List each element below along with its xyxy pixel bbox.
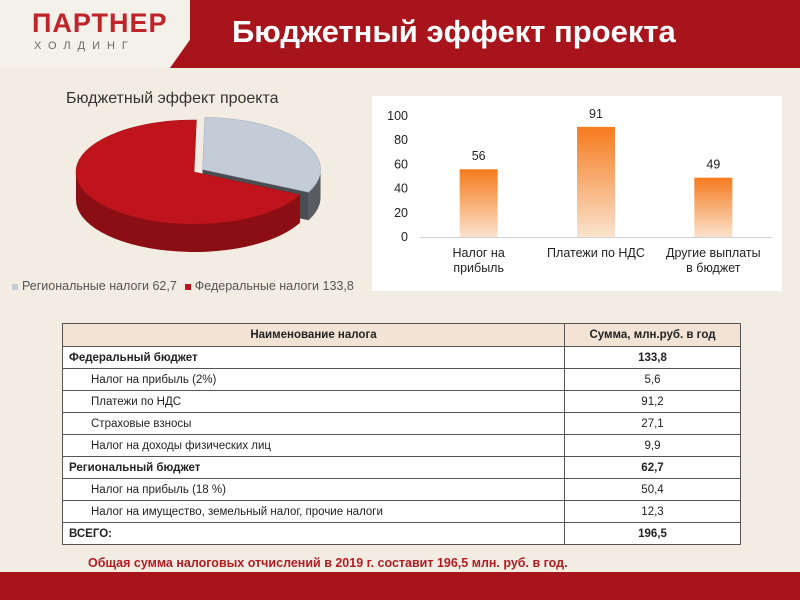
pie-slice-side	[76, 172, 301, 253]
logo-panel	[0, 0, 190, 68]
x-category-label: в бюджет	[686, 261, 741, 275]
x-category-label: Платежи по НДС	[547, 246, 645, 260]
bottom-band	[0, 572, 800, 600]
tax-name-cell: Региональный бюджет	[62, 456, 565, 479]
table-row: Налог на имущество, земельный налог, про…	[62, 500, 741, 523]
y-tick-label: 20	[394, 206, 408, 220]
tax-name-cell: Федеральный бюджет	[62, 346, 565, 369]
tax-name-cell: ВСЕГО:	[62, 522, 565, 545]
tax-amount-cell: 5,6	[564, 368, 741, 391]
table-row: ВСЕГО: 196,5	[62, 522, 741, 545]
pie-chart-title: Бюджетный эффект проекта	[66, 90, 279, 107]
tax-amount-cell: 12,3	[564, 500, 741, 523]
y-tick-label: 60	[394, 157, 408, 171]
logo-title: ПАРТНЕР	[32, 8, 168, 38]
tax-amount-cell: 133,8	[564, 346, 741, 369]
tax-amount-cell: 27,1	[564, 412, 741, 435]
legend-label: Федеральные налоги 133,8	[194, 279, 354, 293]
pie-slice	[75, 119, 301, 225]
table-row: Страховые взносы 27,1	[62, 412, 741, 435]
tax-table: Наименование налога Сумма, млн.руб. в го…	[62, 323, 741, 545]
table-row: Федеральный бюджет 133,8	[62, 346, 741, 369]
tax-name-cell: Налог на прибыль (18 %)	[62, 478, 565, 501]
x-category-label: Другие выплаты	[666, 246, 761, 260]
tax-name-cell: Налог на имущество, земельный налог, про…	[62, 500, 565, 523]
bar-value-label: 56	[472, 149, 486, 163]
tax-amount-cell: 196,5	[564, 522, 741, 545]
column-header-name: Наименование налога	[62, 323, 565, 347]
logo-subtitle: ХОЛДИНГ	[34, 40, 135, 52]
bar-value-label: 91	[589, 107, 603, 121]
column-header-amount: Сумма, млн.руб. в год	[564, 323, 741, 347]
x-category-label: прибыль	[453, 261, 504, 275]
tax-name-cell: Налог на прибыль (2%)	[62, 368, 565, 391]
y-tick-label: 0	[401, 230, 408, 244]
y-tick-label: 40	[394, 182, 408, 196]
footer-note: Общая сумма налоговых отчислений в 2019 …	[88, 556, 568, 570]
table-row: Региональный бюджет 62,7	[62, 456, 741, 479]
legend-item: Региональные налоги 62,7	[12, 279, 177, 293]
pie-legend: Региональные налоги 62,7 Федеральные нало…	[12, 279, 362, 293]
header: ПАРТНЕР ХОЛДИНГ Бюджетный эффект проекта	[0, 0, 800, 68]
company-logo: ПАРТНЕР ХОЛДИНГ	[28, 6, 168, 62]
tax-amount-cell: 50,4	[564, 478, 741, 501]
tax-amount-cell: 9,9	[564, 434, 741, 457]
y-tick-label: 100	[387, 109, 408, 123]
table-header-row: Наименование налога Сумма, млн.руб. в го…	[62, 323, 741, 347]
tax-amount-cell: 62,7	[564, 456, 741, 479]
tax-name-cell: Налог на доходы физических лиц	[62, 434, 565, 457]
table-row: Налог на доходы физических лиц 9,9	[62, 434, 741, 457]
legend-item: Федеральные налоги 133,8	[184, 279, 354, 293]
bar	[694, 177, 733, 237]
tax-name-cell: Страховые взносы	[62, 412, 565, 435]
pie-chart	[75, 117, 321, 253]
legend-swatch	[184, 283, 191, 290]
page-title: Бюджетный эффект проекта	[232, 14, 676, 49]
pie-slice-side	[308, 169, 321, 221]
legend-swatch	[12, 283, 18, 290]
legend-label: Региональные налоги 62,7	[22, 279, 177, 293]
bar-value-label: 49	[706, 158, 720, 172]
table-row: Налог на прибыль (18 %) 50,4	[62, 478, 741, 501]
bar	[459, 169, 498, 237]
y-tick-label: 80	[394, 133, 408, 147]
pie-slice	[202, 117, 321, 193]
table-row: Платежи по НДС 91,2	[62, 390, 741, 413]
tax-amount-cell: 91,2	[564, 390, 741, 413]
table-row: Налог на прибыль (2%) 5,6	[62, 368, 741, 391]
tax-name-cell: Платежи по НДС	[62, 390, 565, 413]
x-category-label: Налог на	[453, 246, 505, 260]
bar	[577, 126, 615, 237]
